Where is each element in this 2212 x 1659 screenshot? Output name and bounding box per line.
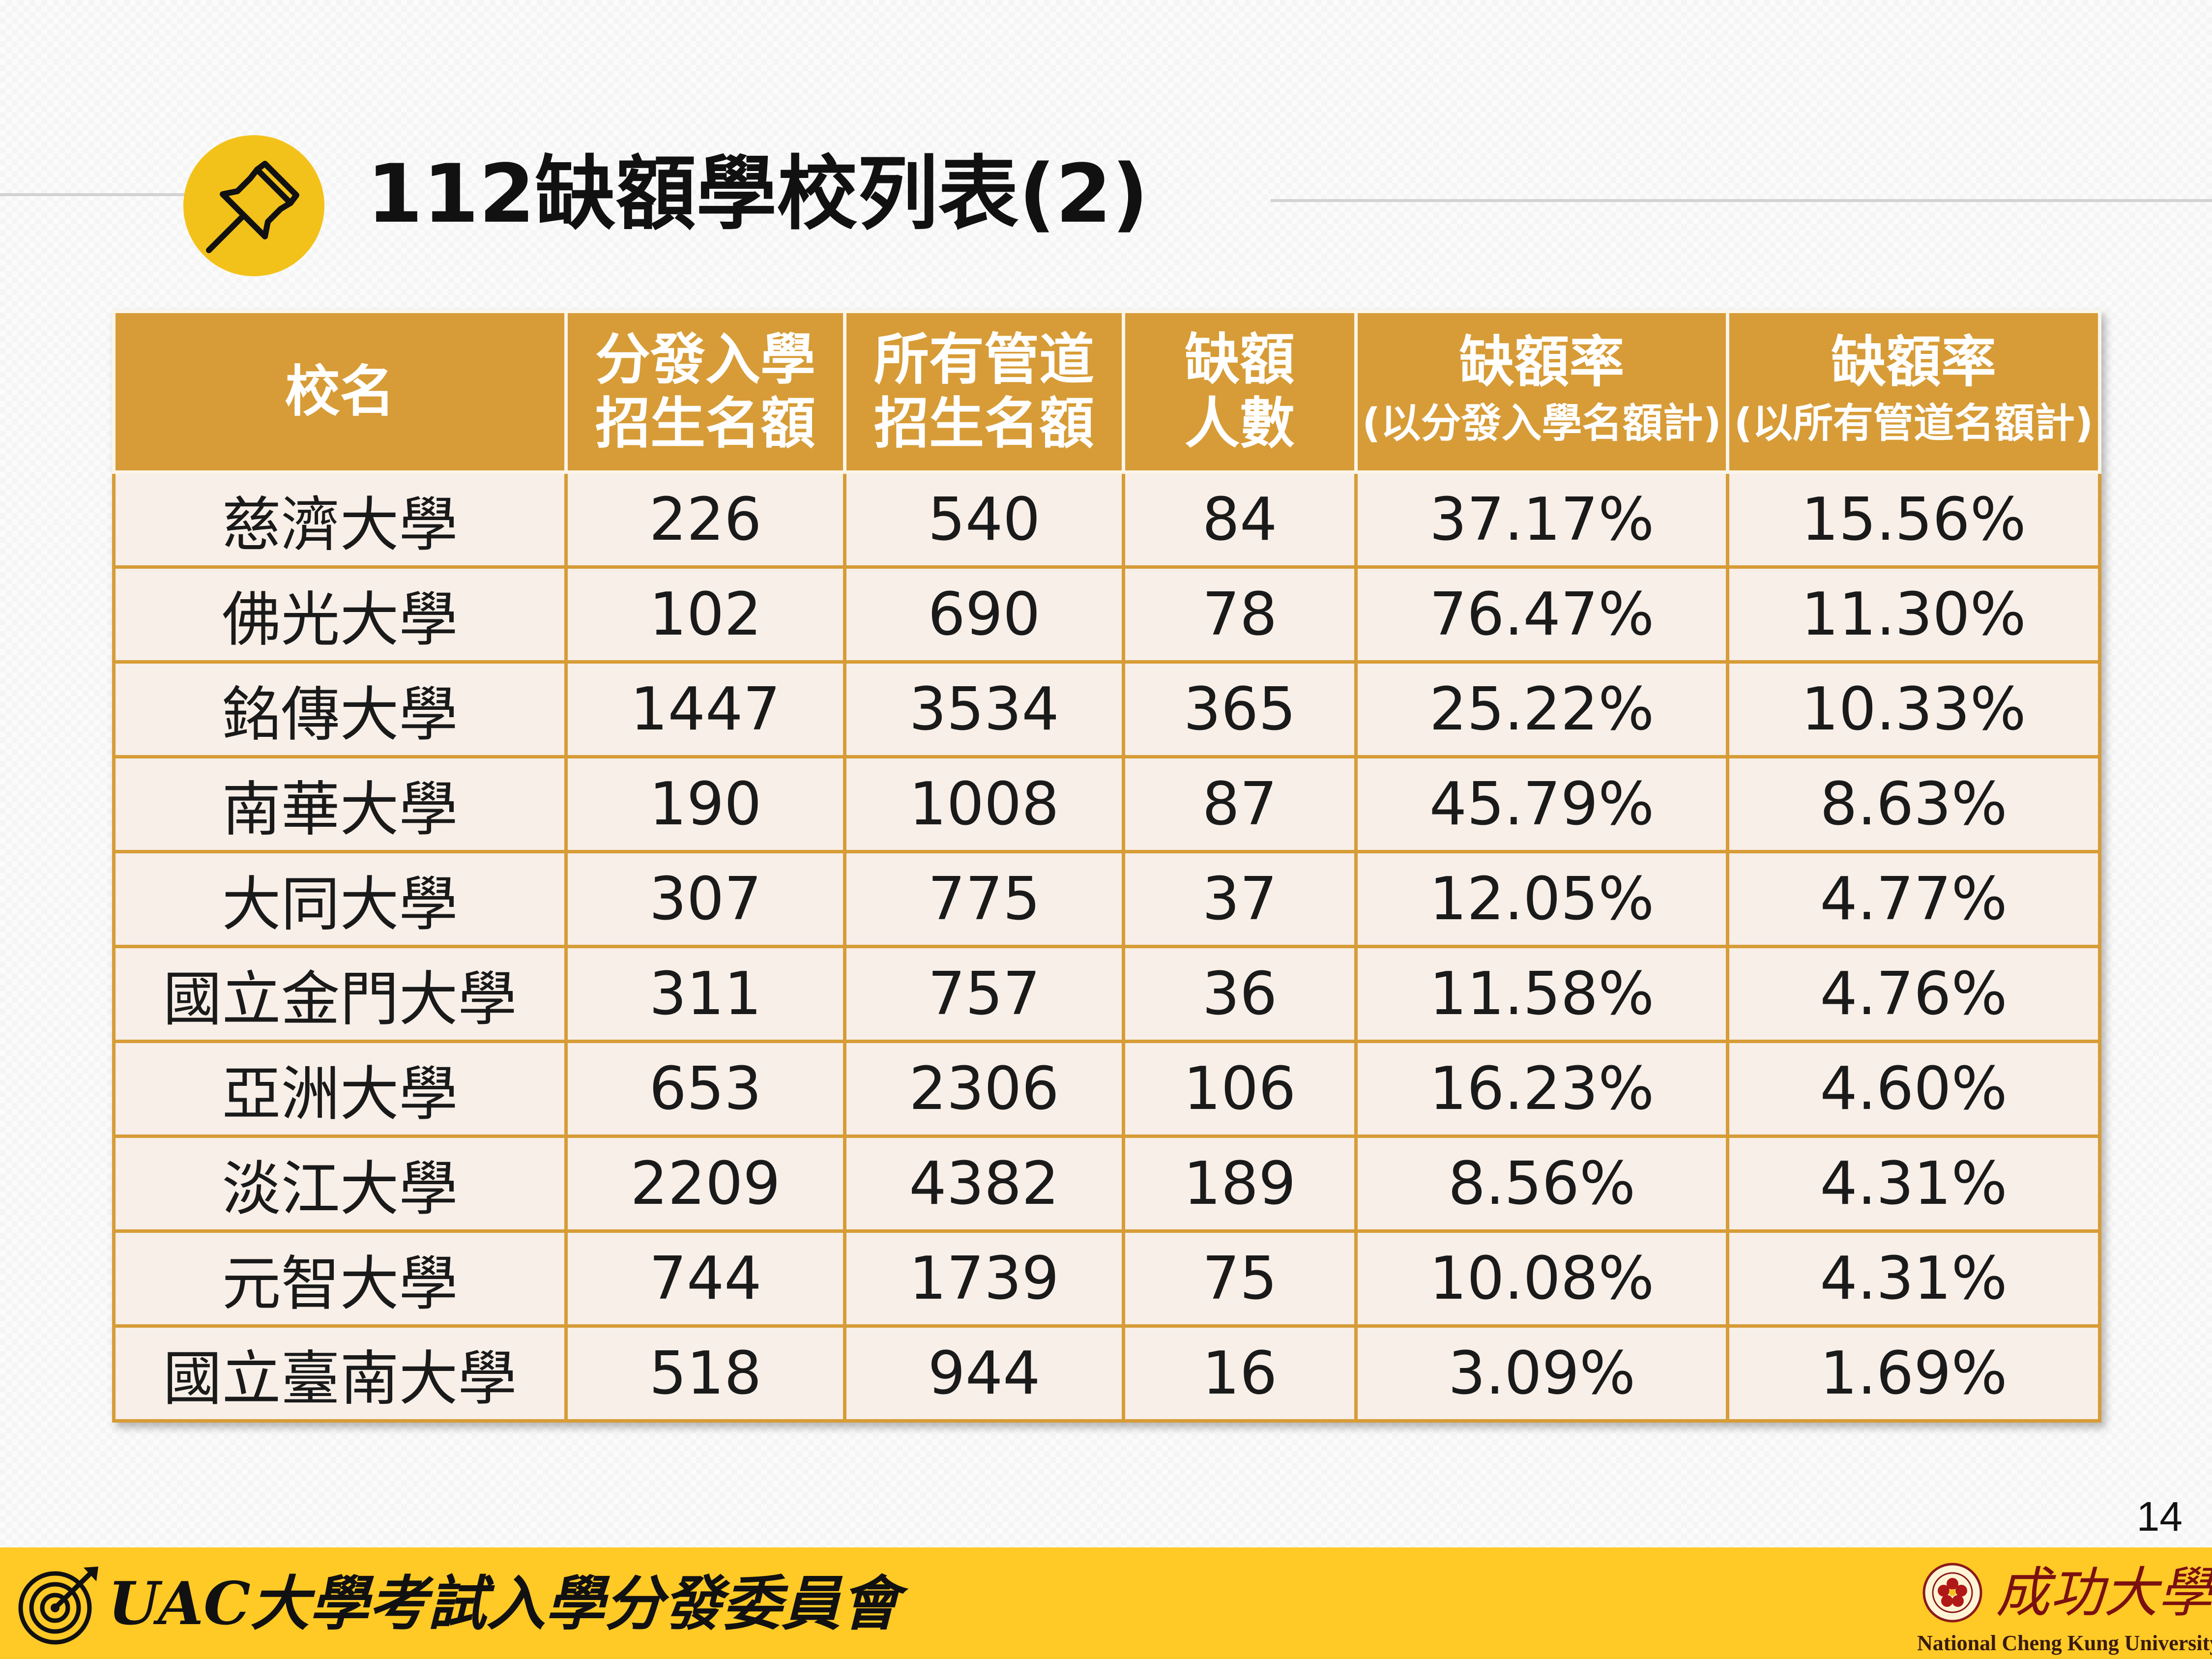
cell-school-name: 國立臺南大學 bbox=[112, 1326, 568, 1423]
cell-all-channels-quota: 690 bbox=[843, 567, 1125, 664]
cell-vacancy-count: 16 bbox=[1122, 1326, 1358, 1423]
cell-vacancy-rate-allocation: 37.17% bbox=[1354, 472, 1729, 569]
cell-allocation-quota: 226 bbox=[564, 472, 846, 569]
header-school-name: 校名 bbox=[112, 310, 568, 474]
target-arrow-icon bbox=[18, 1567, 98, 1645]
cell-allocation-quota: 1447 bbox=[564, 662, 846, 758]
title-rule-left bbox=[0, 193, 206, 196]
cell-vacancy-rate-allocation: 10.08% bbox=[1354, 1231, 1729, 1328]
cell-vacancy-rate-allocation: 25.22% bbox=[1354, 662, 1729, 758]
cell-allocation-quota: 102 bbox=[564, 567, 846, 664]
cell-allocation-quota: 518 bbox=[564, 1326, 846, 1423]
cell-all-channels-quota: 1008 bbox=[843, 757, 1125, 853]
cell-vacancy-count: 106 bbox=[1122, 1041, 1358, 1138]
header-vacancy-rate-allocation: 缺額率 (以分發入學名額計) bbox=[1354, 310, 1729, 474]
cell-vacancy-count: 365 bbox=[1122, 662, 1358, 758]
university-seal-icon bbox=[1922, 1563, 1982, 1623]
cell-vacancy-rate-all-channels: 4.77% bbox=[1726, 851, 2101, 948]
table-row: 大同大學 307 775 37 12.05% 4.77% bbox=[112, 851, 2101, 948]
table-row: 佛光大學 102 690 78 76.47% 11.30% bbox=[112, 567, 2101, 664]
university-name-english: National Cheng Kung University bbox=[1917, 1631, 2212, 1655]
university-name: 成功大學 bbox=[1996, 1561, 2212, 1624]
cell-school-name: 慈濟大學 bbox=[112, 472, 568, 569]
quota-table: 校名 分發入學 招生名額 所有管道 招生名額 缺額 人數 缺額率 (以分發入學名額計) … bbox=[112, 310, 2101, 1423]
table-row: 南華大學 190 1008 87 45.79% 8.63% bbox=[112, 757, 2101, 853]
cell-vacancy-count: 87 bbox=[1122, 757, 1358, 853]
cell-vacancy-count: 84 bbox=[1122, 472, 1358, 569]
cell-vacancy-rate-all-channels: 11.30% bbox=[1726, 567, 2101, 664]
cell-allocation-quota: 653 bbox=[564, 1041, 846, 1138]
cell-all-channels-quota: 2306 bbox=[843, 1041, 1125, 1138]
table-row: 亞洲大學 653 2306 106 16.23% 4.60% bbox=[112, 1041, 2101, 1138]
cell-school-name: 國立金門大學 bbox=[112, 946, 568, 1043]
cell-vacancy-rate-allocation: 11.58% bbox=[1354, 946, 1729, 1043]
page-number: 14 bbox=[2136, 1493, 2183, 1540]
cell-vacancy-rate-all-channels: 15.56% bbox=[1726, 472, 2101, 569]
cell-vacancy-rate-all-channels: 4.76% bbox=[1726, 946, 2101, 1043]
pushpin-icon bbox=[183, 135, 324, 276]
header-vacancy-count: 缺額 人數 bbox=[1122, 310, 1358, 474]
cell-vacancy-rate-all-channels: 8.63% bbox=[1726, 757, 2101, 853]
cell-allocation-quota: 190 bbox=[564, 757, 846, 853]
cell-vacancy-count: 36 bbox=[1122, 946, 1358, 1043]
cell-school-name: 大同大學 bbox=[112, 851, 568, 948]
cell-allocation-quota: 307 bbox=[564, 851, 846, 948]
table-row: 國立臺南大學 518 944 16 3.09% 1.69% bbox=[112, 1326, 2101, 1423]
footer-brand-text: UAC大學考試入學分發委員會 bbox=[108, 1569, 900, 1638]
table-row: 慈濟大學 226 540 84 37.17% 15.56% bbox=[112, 472, 2101, 569]
cell-allocation-quota: 311 bbox=[564, 946, 846, 1043]
cell-vacancy-rate-allocation: 76.47% bbox=[1354, 567, 1729, 664]
cell-school-name: 亞洲大學 bbox=[112, 1041, 568, 1138]
cell-vacancy-count: 189 bbox=[1122, 1136, 1358, 1233]
cell-school-name: 淡江大學 bbox=[112, 1136, 568, 1233]
cell-vacancy-count: 78 bbox=[1122, 567, 1358, 664]
table-row: 元智大學 744 1739 75 10.08% 4.31% bbox=[112, 1231, 2101, 1328]
cell-vacancy-rate-all-channels: 1.69% bbox=[1726, 1326, 2101, 1423]
cell-vacancy-count: 75 bbox=[1122, 1231, 1358, 1328]
table-row: 淡江大學 2209 4382 189 8.56% 4.31% bbox=[112, 1136, 2101, 1233]
cell-vacancy-rate-allocation: 8.56% bbox=[1354, 1136, 1729, 1233]
cell-vacancy-count: 37 bbox=[1122, 851, 1358, 948]
cell-all-channels-quota: 3534 bbox=[843, 662, 1125, 758]
cell-all-channels-quota: 944 bbox=[843, 1326, 1125, 1423]
cell-allocation-quota: 744 bbox=[564, 1231, 846, 1328]
footer-bar: UAC大學考試入學分發委員會 成功大學 National Cheng Kung … bbox=[0, 1547, 2212, 1659]
cell-all-channels-quota: 540 bbox=[843, 472, 1125, 569]
cell-school-name: 元智大學 bbox=[112, 1231, 568, 1328]
cell-vacancy-rate-all-channels: 10.33% bbox=[1726, 662, 2101, 758]
table-header-row: 校名 分發入學 招生名額 所有管道 招生名額 缺額 人數 缺額率 (以分發入學名額計) … bbox=[112, 310, 2101, 474]
title-rule-right bbox=[1271, 199, 2212, 202]
cell-vacancy-rate-all-channels: 4.60% bbox=[1726, 1041, 2101, 1138]
cell-vacancy-rate-all-channels: 4.31% bbox=[1726, 1231, 2101, 1328]
cell-vacancy-rate-all-channels: 4.31% bbox=[1726, 1136, 2101, 1233]
cell-all-channels-quota: 775 bbox=[843, 851, 1125, 948]
cell-vacancy-rate-allocation: 3.09% bbox=[1354, 1326, 1729, 1423]
cell-allocation-quota: 2209 bbox=[564, 1136, 846, 1233]
cell-all-channels-quota: 4382 bbox=[843, 1136, 1125, 1233]
cell-all-channels-quota: 1739 bbox=[843, 1231, 1125, 1328]
cell-school-name: 銘傳大學 bbox=[112, 662, 568, 758]
header-all-channels-quota: 所有管道 招生名額 bbox=[843, 310, 1125, 474]
header-vacancy-rate-all-channels: 缺額率 (以所有管道名額計) bbox=[1726, 310, 2101, 474]
header-allocation-quota: 分發入學 招生名額 bbox=[564, 310, 846, 474]
cell-all-channels-quota: 757 bbox=[843, 946, 1125, 1043]
cell-school-name: 南華大學 bbox=[112, 757, 568, 853]
cell-school-name: 佛光大學 bbox=[112, 567, 568, 664]
page-title: 112缺額學校列表(2) bbox=[367, 147, 1149, 241]
table-row: 銘傳大學 1447 3534 365 25.22% 10.33% bbox=[112, 662, 2101, 758]
cell-vacancy-rate-allocation: 16.23% bbox=[1354, 1041, 1729, 1138]
table-row: 國立金門大學 311 757 36 11.58% 4.76% bbox=[112, 946, 2101, 1043]
cell-vacancy-rate-allocation: 45.79% bbox=[1354, 757, 1729, 853]
cell-vacancy-rate-allocation: 12.05% bbox=[1354, 851, 1729, 948]
